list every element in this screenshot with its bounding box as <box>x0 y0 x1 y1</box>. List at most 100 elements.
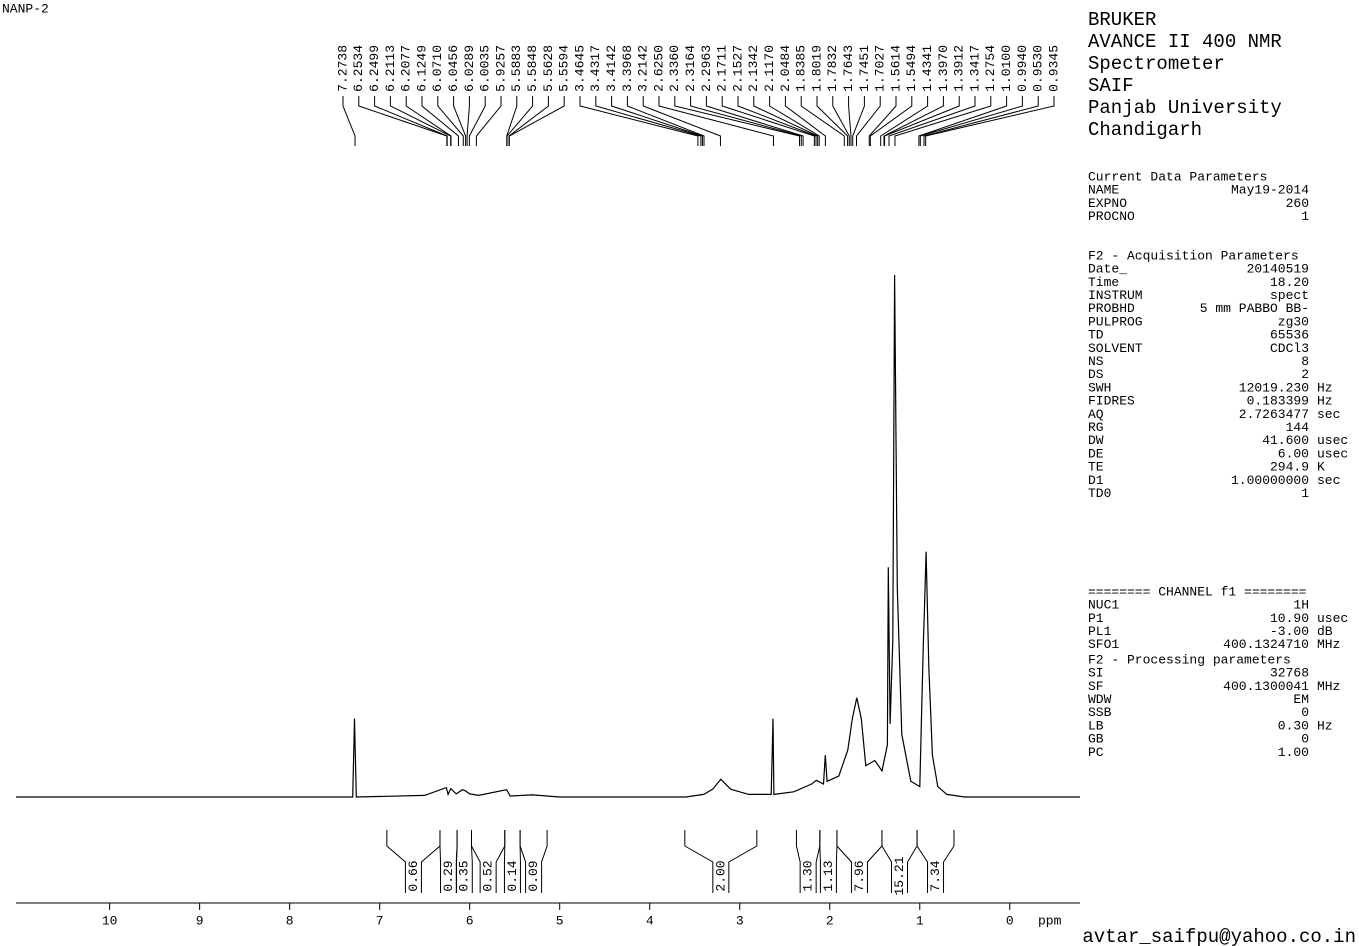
peak-label: 1.7027 <box>873 45 888 92</box>
peak-label: 6.0289 <box>462 45 477 92</box>
x-tick-label: 2 <box>826 913 834 928</box>
peak-label: 6.0035 <box>478 45 493 92</box>
peak-label: 5.9257 <box>493 45 508 92</box>
param-value: 1.00 <box>1278 745 1309 760</box>
integral-value: 2.00 <box>713 860 728 891</box>
peak-leader <box>924 96 1038 146</box>
integral-value: 0.29 <box>441 860 456 891</box>
x-tick-label: 1 <box>916 913 924 928</box>
peak-label: 1.5614 <box>888 45 903 92</box>
peak-leader <box>884 96 943 146</box>
header-line: Panjab University <box>1088 97 1282 119</box>
integral-value: 7.34 <box>928 860 943 891</box>
x-tick-label: 9 <box>196 913 204 928</box>
header-line: SAIF <box>1088 75 1134 97</box>
page: NANP-2 ppm avtar_saifpu@yahoo.co.in 1098… <box>0 0 1359 946</box>
peak-label: 1.3970 <box>936 45 951 92</box>
peak-leader <box>476 96 501 146</box>
param-unit: sec <box>1317 473 1340 488</box>
x-tick-label: 7 <box>376 913 384 928</box>
peak-leader <box>738 96 816 146</box>
peak-label: 3.3968 <box>620 45 635 92</box>
peak-leader <box>817 96 848 146</box>
integral-value: 15.21 <box>892 856 907 895</box>
peak-label: 1.7643 <box>841 45 856 92</box>
header-line: BRUKER <box>1088 9 1156 31</box>
x-tick-label: 6 <box>466 913 474 928</box>
peak-leader <box>895 96 991 146</box>
peak-label: 7.2738 <box>335 45 350 92</box>
peak-leader <box>359 96 447 146</box>
peak-leader <box>469 96 485 146</box>
header-line: AVANCE II 400 NMR <box>1088 31 1282 53</box>
peak-label: 6.0456 <box>446 45 461 92</box>
integral-value: 0.66 <box>406 860 421 891</box>
peak-leader <box>643 96 720 146</box>
peak-label: 6.0710 <box>430 45 445 92</box>
sample-name: NANP-2 <box>2 1 49 16</box>
peak-label: 1.0100 <box>999 45 1014 92</box>
peak-label: 1.3417 <box>967 45 982 92</box>
integral-value: 0.35 <box>457 860 472 891</box>
x-tick-label: 5 <box>556 913 564 928</box>
peak-leader <box>833 96 849 146</box>
peak-label: 3.4142 <box>604 45 619 92</box>
peak-label: 6.2534 <box>351 45 366 92</box>
header-line: Chandigarh <box>1088 119 1202 141</box>
peak-label: 2.1527 <box>730 45 745 92</box>
param-unit: MHz <box>1317 679 1340 694</box>
peak-label: 2.6250 <box>651 45 666 92</box>
footer-email: avtar_saifpu@yahoo.co.in <box>1082 926 1356 946</box>
peak-label: 2.3360 <box>667 45 682 92</box>
peak-leader <box>509 96 564 146</box>
x-axis-label: ppm <box>1038 913 1062 928</box>
peak-label: 1.8019 <box>809 45 824 92</box>
param-unit: Hz <box>1317 718 1333 733</box>
peak-leader <box>375 96 448 146</box>
peak-leader <box>853 96 865 146</box>
peak-label: 2.1711 <box>715 45 730 92</box>
peak-leader <box>926 96 1054 146</box>
peak-label: 1.4341 <box>920 45 935 92</box>
param-block-title: F2 - Processing parameters <box>1088 652 1291 667</box>
peak-leader <box>801 96 844 146</box>
param-name: PC <box>1088 745 1104 760</box>
x-tick-label: 4 <box>646 913 654 928</box>
peak-leader <box>507 96 517 146</box>
peak-label: 2.2963 <box>699 45 714 92</box>
x-tick-label: 0 <box>1006 913 1014 928</box>
x-tick-label: 3 <box>736 913 744 928</box>
param-value: 1.00000000 <box>1231 473 1309 488</box>
peak-label: 6.1249 <box>414 45 429 92</box>
param-unit: sec <box>1317 407 1340 422</box>
param-name: PROCNO <box>1088 209 1135 224</box>
param-name: TD0 <box>1088 486 1111 501</box>
integral-value: 0.52 <box>481 860 496 891</box>
peak-leader <box>612 96 703 146</box>
peak-label: 2.0484 <box>778 45 793 92</box>
x-tick-label: 8 <box>286 913 294 928</box>
peak-leader <box>870 96 911 146</box>
peak-label: 6.2113 <box>383 45 398 92</box>
peak-label: 1.3912 <box>952 45 967 92</box>
peak-label: 2.1342 <box>746 45 761 92</box>
peak-leader <box>675 96 800 146</box>
peak-label: 1.7832 <box>825 45 840 92</box>
spectrum-page: NANP-2 ppm avtar_saifpu@yahoo.co.in 1098… <box>0 0 1359 946</box>
param-block-title: ======== CHANNEL f1 ======== <box>1088 584 1307 599</box>
peak-leader <box>422 96 458 146</box>
peak-label: 6.2077 <box>399 45 414 92</box>
integral-value: 0.09 <box>526 860 541 891</box>
param-value: 1 <box>1301 209 1309 224</box>
peak-leader <box>580 96 698 146</box>
peak-label: 5.5594 <box>557 45 572 92</box>
peak-label: 5.5848 <box>525 45 540 92</box>
peak-leader <box>509 96 548 146</box>
integral-value: 0.14 <box>505 860 520 891</box>
peak-label: 3.4645 <box>572 45 587 92</box>
param-value: 400.1324710 <box>1223 637 1309 652</box>
header-line: Spectrometer <box>1088 53 1225 75</box>
param-value: 1 <box>1301 486 1309 501</box>
param-unit: MHz <box>1317 637 1340 652</box>
peak-label: 1.8385 <box>794 45 809 92</box>
